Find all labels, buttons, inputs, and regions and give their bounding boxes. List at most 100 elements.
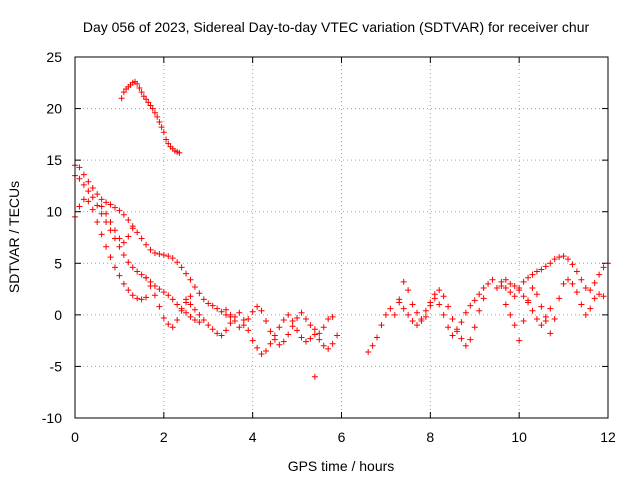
data-point [129,292,136,299]
data-point [200,296,207,303]
data-point [156,251,163,258]
data-point [493,285,500,292]
series-group [223,303,336,348]
data-point [165,321,172,328]
data-point [262,318,269,325]
data-point [280,317,287,324]
data-point [551,256,558,263]
data-point [165,140,172,147]
data-point [258,351,265,358]
data-point [280,338,287,345]
data-point [316,330,323,337]
data-point [245,315,252,322]
data-point [276,341,283,348]
data-point [298,309,305,316]
data-point [405,287,412,294]
data-point [285,331,292,338]
data-point [320,342,327,349]
data-point [329,340,336,347]
data-point [462,309,469,316]
data-point [467,336,474,343]
data-point [125,216,132,223]
data-point [480,295,487,302]
data-point [187,313,194,320]
series-group [396,287,487,349]
data-point [154,113,161,120]
series-group [498,276,554,329]
data-point [307,322,314,329]
data-point [591,279,598,286]
data-point [89,194,96,201]
data-point [516,337,523,344]
data-point [160,289,167,296]
x-tick-label: 10 [511,429,527,445]
data-point [254,303,261,310]
data-point [111,264,118,271]
data-point [218,308,225,315]
data-point [120,211,127,218]
data-point [129,264,136,271]
data-point [156,118,163,125]
data-point [462,342,469,349]
data-point [85,188,92,195]
data-point [160,314,167,321]
data-point [136,84,143,91]
data-point [489,276,496,283]
data-point [174,259,181,266]
data-point [471,324,478,331]
data-point [134,295,141,302]
data-point [120,89,127,96]
data-point [271,336,278,343]
data-point [163,136,170,143]
data-point [209,326,216,333]
data-point [151,292,158,299]
data-point [560,280,567,287]
data-point [267,340,274,347]
data-point [547,330,554,337]
data-point [107,219,114,226]
data-point [387,305,394,312]
data-point [227,311,234,318]
data-point [582,285,589,292]
data-point [538,322,545,329]
x-tick-label: 0 [71,429,79,445]
data-point [227,320,234,327]
data-point [129,225,136,232]
data-point [89,206,96,213]
data-point [236,309,243,316]
data-point [151,249,158,256]
data-point [596,271,603,278]
data-point [143,294,150,301]
data-point [125,287,132,294]
data-point [440,311,447,318]
data-point [436,301,443,308]
data-point [169,255,176,262]
data-point [307,335,314,342]
data-point [94,219,101,226]
data-point [542,263,549,270]
data-point [302,338,309,345]
data-point [502,285,509,292]
data-point [516,287,523,294]
data-point [134,229,141,236]
data-point [507,289,514,296]
data-point [369,342,376,349]
data-points [72,78,611,380]
data-point [178,264,185,271]
data-point [302,315,309,322]
data-point [187,276,194,283]
data-point [507,311,514,318]
data-point [578,276,585,283]
data-point [191,306,198,313]
data-point [183,270,190,277]
data-point [569,280,576,287]
data-point [165,253,172,260]
data-point [98,203,105,210]
data-point [160,129,167,136]
data-point [178,307,185,314]
data-point [187,301,194,308]
data-point [94,202,101,209]
data-point [533,291,540,298]
data-point [547,305,554,312]
